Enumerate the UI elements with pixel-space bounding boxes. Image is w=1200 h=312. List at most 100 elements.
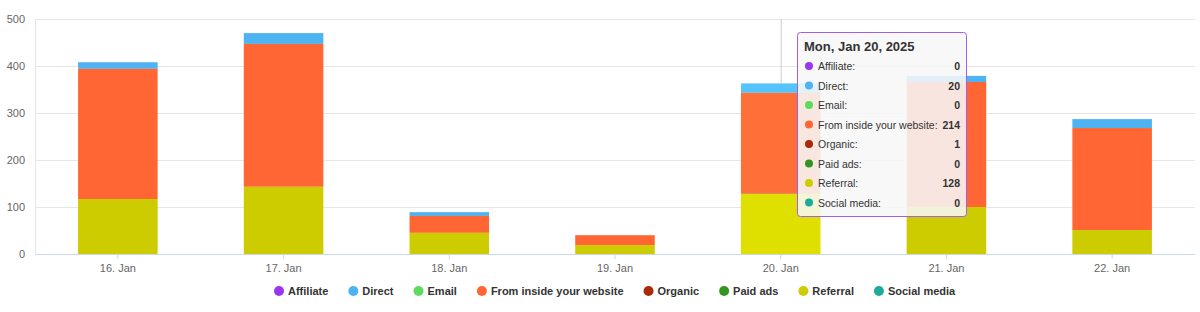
legend-symbol xyxy=(644,286,654,296)
x-tick: 18. Jan xyxy=(431,254,467,274)
bar-segment[interactable] xyxy=(78,69,158,199)
y-tick-label: 200 xyxy=(7,154,25,166)
legend-label: Referral xyxy=(812,285,854,297)
bar-segment[interactable] xyxy=(244,33,324,44)
bar-segment[interactable] xyxy=(575,245,655,254)
legend-symbol xyxy=(874,286,884,296)
legend-item[interactable]: Paid ads xyxy=(719,285,778,297)
crosshair xyxy=(781,19,782,83)
bar-segment[interactable] xyxy=(244,44,324,187)
x-tick-mark xyxy=(449,254,450,259)
x-tick-mark xyxy=(283,254,284,259)
x-tick-label: 20. Jan xyxy=(763,262,799,274)
grid-line xyxy=(35,207,1195,208)
bar-segment[interactable] xyxy=(1072,230,1152,254)
grid-line xyxy=(35,19,1195,20)
x-tick: 19. Jan xyxy=(597,254,633,274)
y-tick: 0 xyxy=(19,248,35,260)
x-tick: 17. Jan xyxy=(266,254,302,274)
tooltip-label: Social media: xyxy=(818,197,881,209)
legend-item[interactable]: Email xyxy=(414,285,457,297)
x-tick-label: 18. Jan xyxy=(431,262,467,274)
legend-label: Affiliate xyxy=(288,285,328,297)
y-tick-label: 300 xyxy=(7,107,25,119)
bar-segment[interactable] xyxy=(410,254,490,255)
x-tick-label: 22. Jan xyxy=(1094,262,1130,274)
bar-segment[interactable] xyxy=(78,62,158,69)
legend-symbol xyxy=(719,286,729,296)
grid xyxy=(35,20,1195,255)
legend-symbol xyxy=(798,286,808,296)
bar-segment[interactable] xyxy=(741,254,821,255)
bar-segment[interactable] xyxy=(78,199,158,254)
legend-symbol xyxy=(414,286,424,296)
legend-item[interactable]: Organic xyxy=(644,285,700,297)
bar-segment[interactable] xyxy=(575,254,655,255)
tooltip-symbol xyxy=(805,179,813,187)
tooltip-symbol xyxy=(805,62,813,70)
legend-label: Direct xyxy=(362,285,394,297)
legend: Affiliate Direct Email From inside your web… xyxy=(274,285,956,297)
bar-segment[interactable] xyxy=(410,233,490,254)
legend-symbol xyxy=(348,286,358,296)
grid-line xyxy=(35,160,1195,161)
x-tick: 16. Jan xyxy=(100,254,136,274)
bar-segment[interactable] xyxy=(410,212,490,216)
legend-item[interactable]: Social media xyxy=(874,285,956,297)
tooltip-label: Direct: xyxy=(818,80,848,92)
tooltip-label: Referral: xyxy=(818,177,858,189)
legend-item[interactable]: Affiliate xyxy=(274,285,328,297)
x-tick-mark xyxy=(780,254,781,259)
legend-label: Social media xyxy=(888,285,956,297)
bar-segment[interactable] xyxy=(78,254,158,255)
bar-segment[interactable] xyxy=(1072,119,1152,128)
legend-item[interactable]: From inside your website xyxy=(477,285,624,297)
y-tick-label: 500 xyxy=(7,13,25,25)
x-tick-label: 16. Jan xyxy=(100,262,136,274)
bar-segment[interactable] xyxy=(244,187,324,254)
x-tick-label: 19. Jan xyxy=(597,262,633,274)
tooltip-label: Affiliate: xyxy=(818,60,855,72)
y-tick: 200 xyxy=(7,154,35,166)
bar-segment[interactable] xyxy=(575,235,655,245)
x-tick-mark xyxy=(615,254,616,259)
bar-segment[interactable] xyxy=(907,254,987,255)
tooltip-symbol xyxy=(805,199,813,207)
tooltip-value: 20 xyxy=(948,80,960,92)
x-tick: 20. Jan xyxy=(763,254,799,274)
tooltip-label: Email: xyxy=(818,99,847,111)
bar-segment[interactable] xyxy=(244,254,324,255)
tooltip-symbol xyxy=(805,140,813,148)
tooltip-symbol xyxy=(805,160,813,168)
y-tick-label: 100 xyxy=(7,201,25,213)
bar-segment[interactable] xyxy=(1072,128,1152,230)
tooltip-box xyxy=(798,33,967,217)
grid-line xyxy=(35,66,1195,67)
y-axis: 0 100 200 300 400 500 xyxy=(7,13,36,260)
legend-symbol xyxy=(477,286,487,296)
legend-label: From inside your website xyxy=(491,285,624,297)
legend-item[interactable]: Direct xyxy=(348,285,394,297)
bars xyxy=(78,19,1152,254)
x-tick: 21. Jan xyxy=(928,254,964,274)
y-tick: 400 xyxy=(7,60,35,72)
x-axis: 16. Jan 17. Jan 18. Jan 19. Jan 20. Jan 21. J… xyxy=(36,254,1196,274)
legend-label: Email xyxy=(428,285,457,297)
grid-line xyxy=(35,113,1195,114)
tooltip-symbol xyxy=(805,121,813,129)
tooltip-value: 0 xyxy=(954,60,960,72)
tooltip-label: From inside your website: xyxy=(818,119,938,131)
x-tick: 22. Jan xyxy=(1094,254,1130,274)
x-tick-mark xyxy=(946,254,947,259)
bar-segment[interactable] xyxy=(741,194,821,254)
y-tick: 100 xyxy=(7,201,35,213)
tooltip-value: 0 xyxy=(954,158,960,170)
y-tick-label: 400 xyxy=(7,60,25,72)
y-tick-label: 0 xyxy=(19,248,25,260)
tooltip-value: 0 xyxy=(954,197,960,209)
legend-item[interactable]: Referral xyxy=(798,285,854,297)
bar-segment[interactable] xyxy=(1072,254,1152,255)
y-tick: 300 xyxy=(7,107,35,119)
bar-segment[interactable] xyxy=(410,216,490,233)
x-tick-label: 21. Jan xyxy=(928,262,964,274)
